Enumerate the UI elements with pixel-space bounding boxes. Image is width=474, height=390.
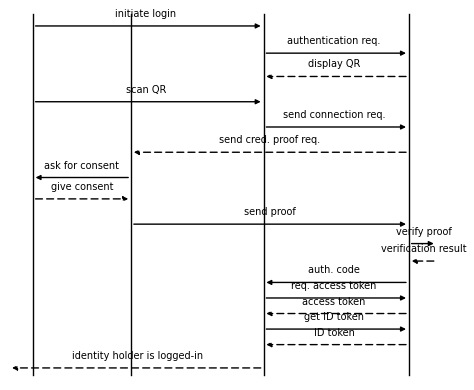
Text: initiate login: initiate login <box>116 9 176 19</box>
Text: ask for consent: ask for consent <box>45 161 119 170</box>
Text: verify proof: verify proof <box>396 227 452 237</box>
Text: get ID token: get ID token <box>304 312 364 322</box>
Text: identity holder is logged-in: identity holder is logged-in <box>72 351 203 361</box>
Text: send proof: send proof <box>244 207 296 217</box>
Text: display QR: display QR <box>308 60 360 69</box>
Text: send cred. proof req.: send cred. proof req. <box>219 135 320 145</box>
Text: verification result: verification result <box>381 244 466 254</box>
Text: access token: access token <box>302 296 366 307</box>
Text: req. access token: req. access token <box>292 281 377 291</box>
Text: ID token: ID token <box>314 328 355 338</box>
Text: authentication req.: authentication req. <box>287 36 381 46</box>
Text: scan QR: scan QR <box>126 85 166 95</box>
Text: give consent: give consent <box>51 182 113 192</box>
Text: auth. code: auth. code <box>308 266 360 275</box>
Text: send connection req.: send connection req. <box>283 110 385 120</box>
